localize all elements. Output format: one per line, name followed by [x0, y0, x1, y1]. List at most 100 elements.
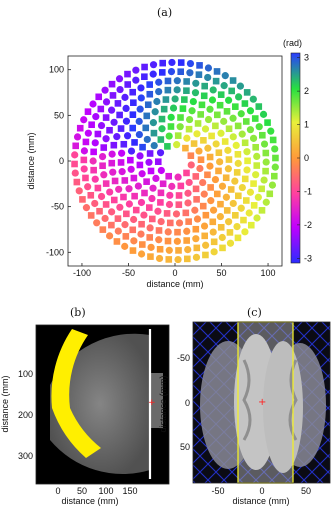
scatter-point — [186, 59, 195, 68]
scatter-point — [223, 207, 231, 214]
scatter-point — [217, 91, 225, 98]
scatter-point — [258, 185, 265, 193]
scatter-point — [232, 103, 239, 110]
scatter-point — [196, 62, 203, 69]
scatter-point — [191, 89, 200, 97]
scatter-point — [89, 157, 97, 165]
scatter-point — [209, 228, 217, 236]
scatter-point — [154, 207, 162, 215]
scatter-point — [184, 189, 192, 197]
scatter-point — [97, 105, 105, 113]
scatter-point — [164, 77, 172, 85]
scatter-point — [116, 111, 123, 119]
scatter-point — [218, 233, 226, 242]
scatter-point — [182, 144, 189, 152]
scatter-point — [150, 129, 158, 137]
scatter-point — [226, 229, 234, 236]
scatter-point — [174, 228, 181, 236]
scatter-point — [164, 86, 172, 94]
scatter-point — [255, 103, 263, 110]
scatter-point — [208, 132, 215, 140]
scatter-point — [221, 72, 229, 80]
scatter-point — [102, 135, 110, 143]
scatter-point — [174, 173, 182, 181]
scatter-point — [75, 187, 83, 195]
scatter-point — [234, 159, 242, 167]
scatter-point — [192, 225, 200, 233]
scatter-point — [156, 245, 164, 253]
colorbar-ticks: 3 2 1 0 -1 -2 -3 — [297, 53, 312, 263]
scatter-point — [184, 199, 192, 207]
scatter-point — [236, 82, 245, 90]
scatter-point — [225, 156, 233, 163]
scatter-point — [177, 182, 185, 190]
scatter-point — [146, 150, 154, 157]
scatter-point — [71, 151, 79, 159]
scatter-point — [80, 116, 88, 124]
scatter-point — [137, 84, 145, 92]
scatter-point — [167, 113, 175, 121]
scatter-point — [209, 86, 217, 94]
scatter-point — [268, 181, 277, 189]
scatter-point — [193, 130, 201, 138]
scatter-point — [194, 120, 202, 127]
scatter-point — [204, 115, 213, 124]
scatter-point — [129, 247, 137, 254]
scatter-point — [99, 162, 106, 170]
scatter-point — [135, 117, 143, 125]
scatter-point — [127, 156, 134, 164]
scatter-point — [201, 82, 208, 90]
scatter-point — [80, 147, 89, 155]
scatter-point — [237, 204, 245, 212]
tick-label: 100 — [98, 486, 113, 496]
scatter-point — [216, 158, 224, 166]
scatter-point — [260, 176, 268, 184]
scatter-point — [207, 197, 215, 205]
scatter-point — [252, 143, 259, 151]
scatter-point — [225, 125, 233, 133]
scatter-point — [147, 243, 155, 251]
scatter-point — [137, 94, 145, 102]
scatter-point — [204, 64, 213, 72]
scatter-point — [88, 121, 95, 129]
scatter-point — [72, 142, 80, 150]
scatter-point — [129, 88, 137, 96]
scatter-point — [200, 222, 209, 230]
scatter-point — [97, 121, 106, 130]
scatter-point — [91, 175, 99, 183]
scatter-point — [127, 165, 135, 173]
scatter-point — [125, 185, 133, 193]
scatter-point — [132, 76, 140, 84]
scatter-point — [216, 101, 224, 109]
scatter-point — [183, 87, 190, 94]
scatter-point — [201, 125, 210, 133]
scatter-point — [100, 144, 108, 151]
scatter-point — [91, 139, 99, 147]
scatter-point — [200, 92, 208, 100]
scatter-point — [241, 228, 249, 236]
scatter-point — [221, 138, 229, 145]
scatter-point — [254, 193, 262, 201]
scatter-point — [228, 87, 235, 95]
scatter-point — [109, 168, 117, 176]
scatter-point — [192, 235, 200, 243]
scatter-point — [192, 185, 200, 193]
scatter-point — [145, 158, 153, 166]
transducer-array — [51, 329, 101, 458]
scatter-point — [157, 217, 165, 226]
scatter-point — [135, 130, 143, 139]
scatter-point — [108, 150, 116, 158]
scatter-point — [259, 131, 266, 139]
scatter-point — [166, 191, 174, 199]
scatter-point — [252, 171, 260, 179]
scatter-point — [174, 132, 182, 139]
scatter-point — [197, 111, 204, 118]
scatter-point — [183, 134, 191, 142]
scatter-point — [164, 237, 172, 245]
scatter-point — [235, 93, 243, 101]
scatter-point — [229, 114, 237, 122]
scatter-point — [208, 96, 217, 104]
scatter-point — [155, 227, 163, 234]
tick-label: -50 — [177, 353, 190, 363]
panel-c-yticks: -50 0 50 — [177, 353, 190, 452]
